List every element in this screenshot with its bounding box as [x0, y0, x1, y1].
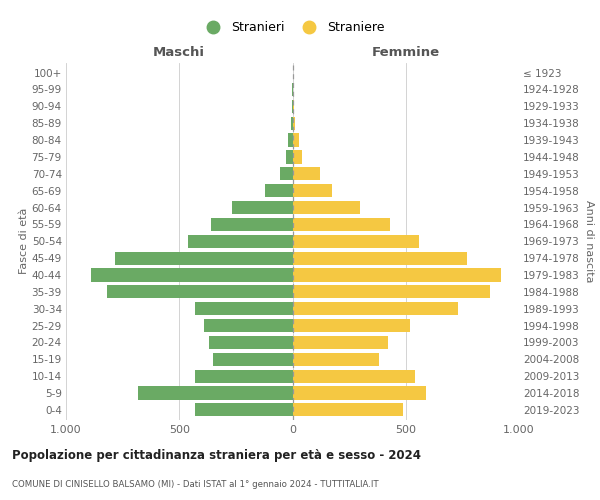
Bar: [293, 252, 467, 264]
Bar: [209, 336, 293, 349]
Y-axis label: Fasce di età: Fasce di età: [19, 208, 29, 274]
Bar: [195, 370, 293, 382]
Bar: [213, 352, 293, 366]
Bar: [195, 404, 293, 416]
Bar: [293, 150, 302, 164]
Bar: [232, 201, 293, 214]
Bar: [292, 100, 293, 113]
Bar: [107, 286, 293, 298]
Bar: [293, 352, 379, 366]
Y-axis label: Anni di nascita: Anni di nascita: [584, 200, 594, 282]
Bar: [115, 252, 293, 264]
Bar: [293, 268, 501, 281]
Bar: [293, 336, 388, 349]
Bar: [293, 218, 390, 231]
Bar: [293, 234, 419, 248]
Bar: [286, 150, 293, 164]
Bar: [280, 167, 293, 180]
Text: COMUNE DI CINISELLO BALSAMO (MI) - Dati ISTAT al 1° gennaio 2024 - TUTTITALIA.IT: COMUNE DI CINISELLO BALSAMO (MI) - Dati …: [12, 480, 379, 489]
Bar: [288, 134, 293, 146]
Bar: [292, 116, 293, 130]
Bar: [188, 234, 293, 248]
Bar: [293, 286, 490, 298]
Bar: [293, 370, 415, 382]
Legend: Stranieri, Straniere: Stranieri, Straniere: [196, 16, 389, 39]
Text: Femmine: Femmine: [371, 46, 440, 59]
Bar: [293, 167, 320, 180]
Bar: [293, 404, 403, 416]
Bar: [293, 184, 332, 197]
Bar: [139, 386, 293, 400]
Bar: [293, 116, 295, 130]
Bar: [293, 201, 361, 214]
Bar: [293, 319, 410, 332]
Bar: [91, 268, 293, 281]
Bar: [204, 319, 293, 332]
Bar: [293, 386, 426, 400]
Bar: [265, 184, 293, 197]
Text: Popolazione per cittadinanza straniera per età e sesso - 2024: Popolazione per cittadinanza straniera p…: [12, 450, 421, 462]
Bar: [293, 134, 299, 146]
Bar: [195, 302, 293, 316]
Bar: [211, 218, 293, 231]
Text: Maschi: Maschi: [153, 46, 205, 59]
Bar: [293, 302, 458, 316]
